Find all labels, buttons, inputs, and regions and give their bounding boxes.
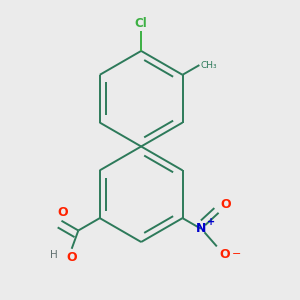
Text: H: H [50,250,58,260]
Text: O: O [219,248,230,261]
Text: CH₃: CH₃ [201,61,218,70]
Text: O: O [66,251,77,264]
Text: −: − [232,249,241,259]
Text: Cl: Cl [135,17,148,30]
Text: O: O [57,206,68,219]
Text: N: N [196,222,206,235]
Text: O: O [221,198,231,212]
Text: +: + [207,218,215,227]
